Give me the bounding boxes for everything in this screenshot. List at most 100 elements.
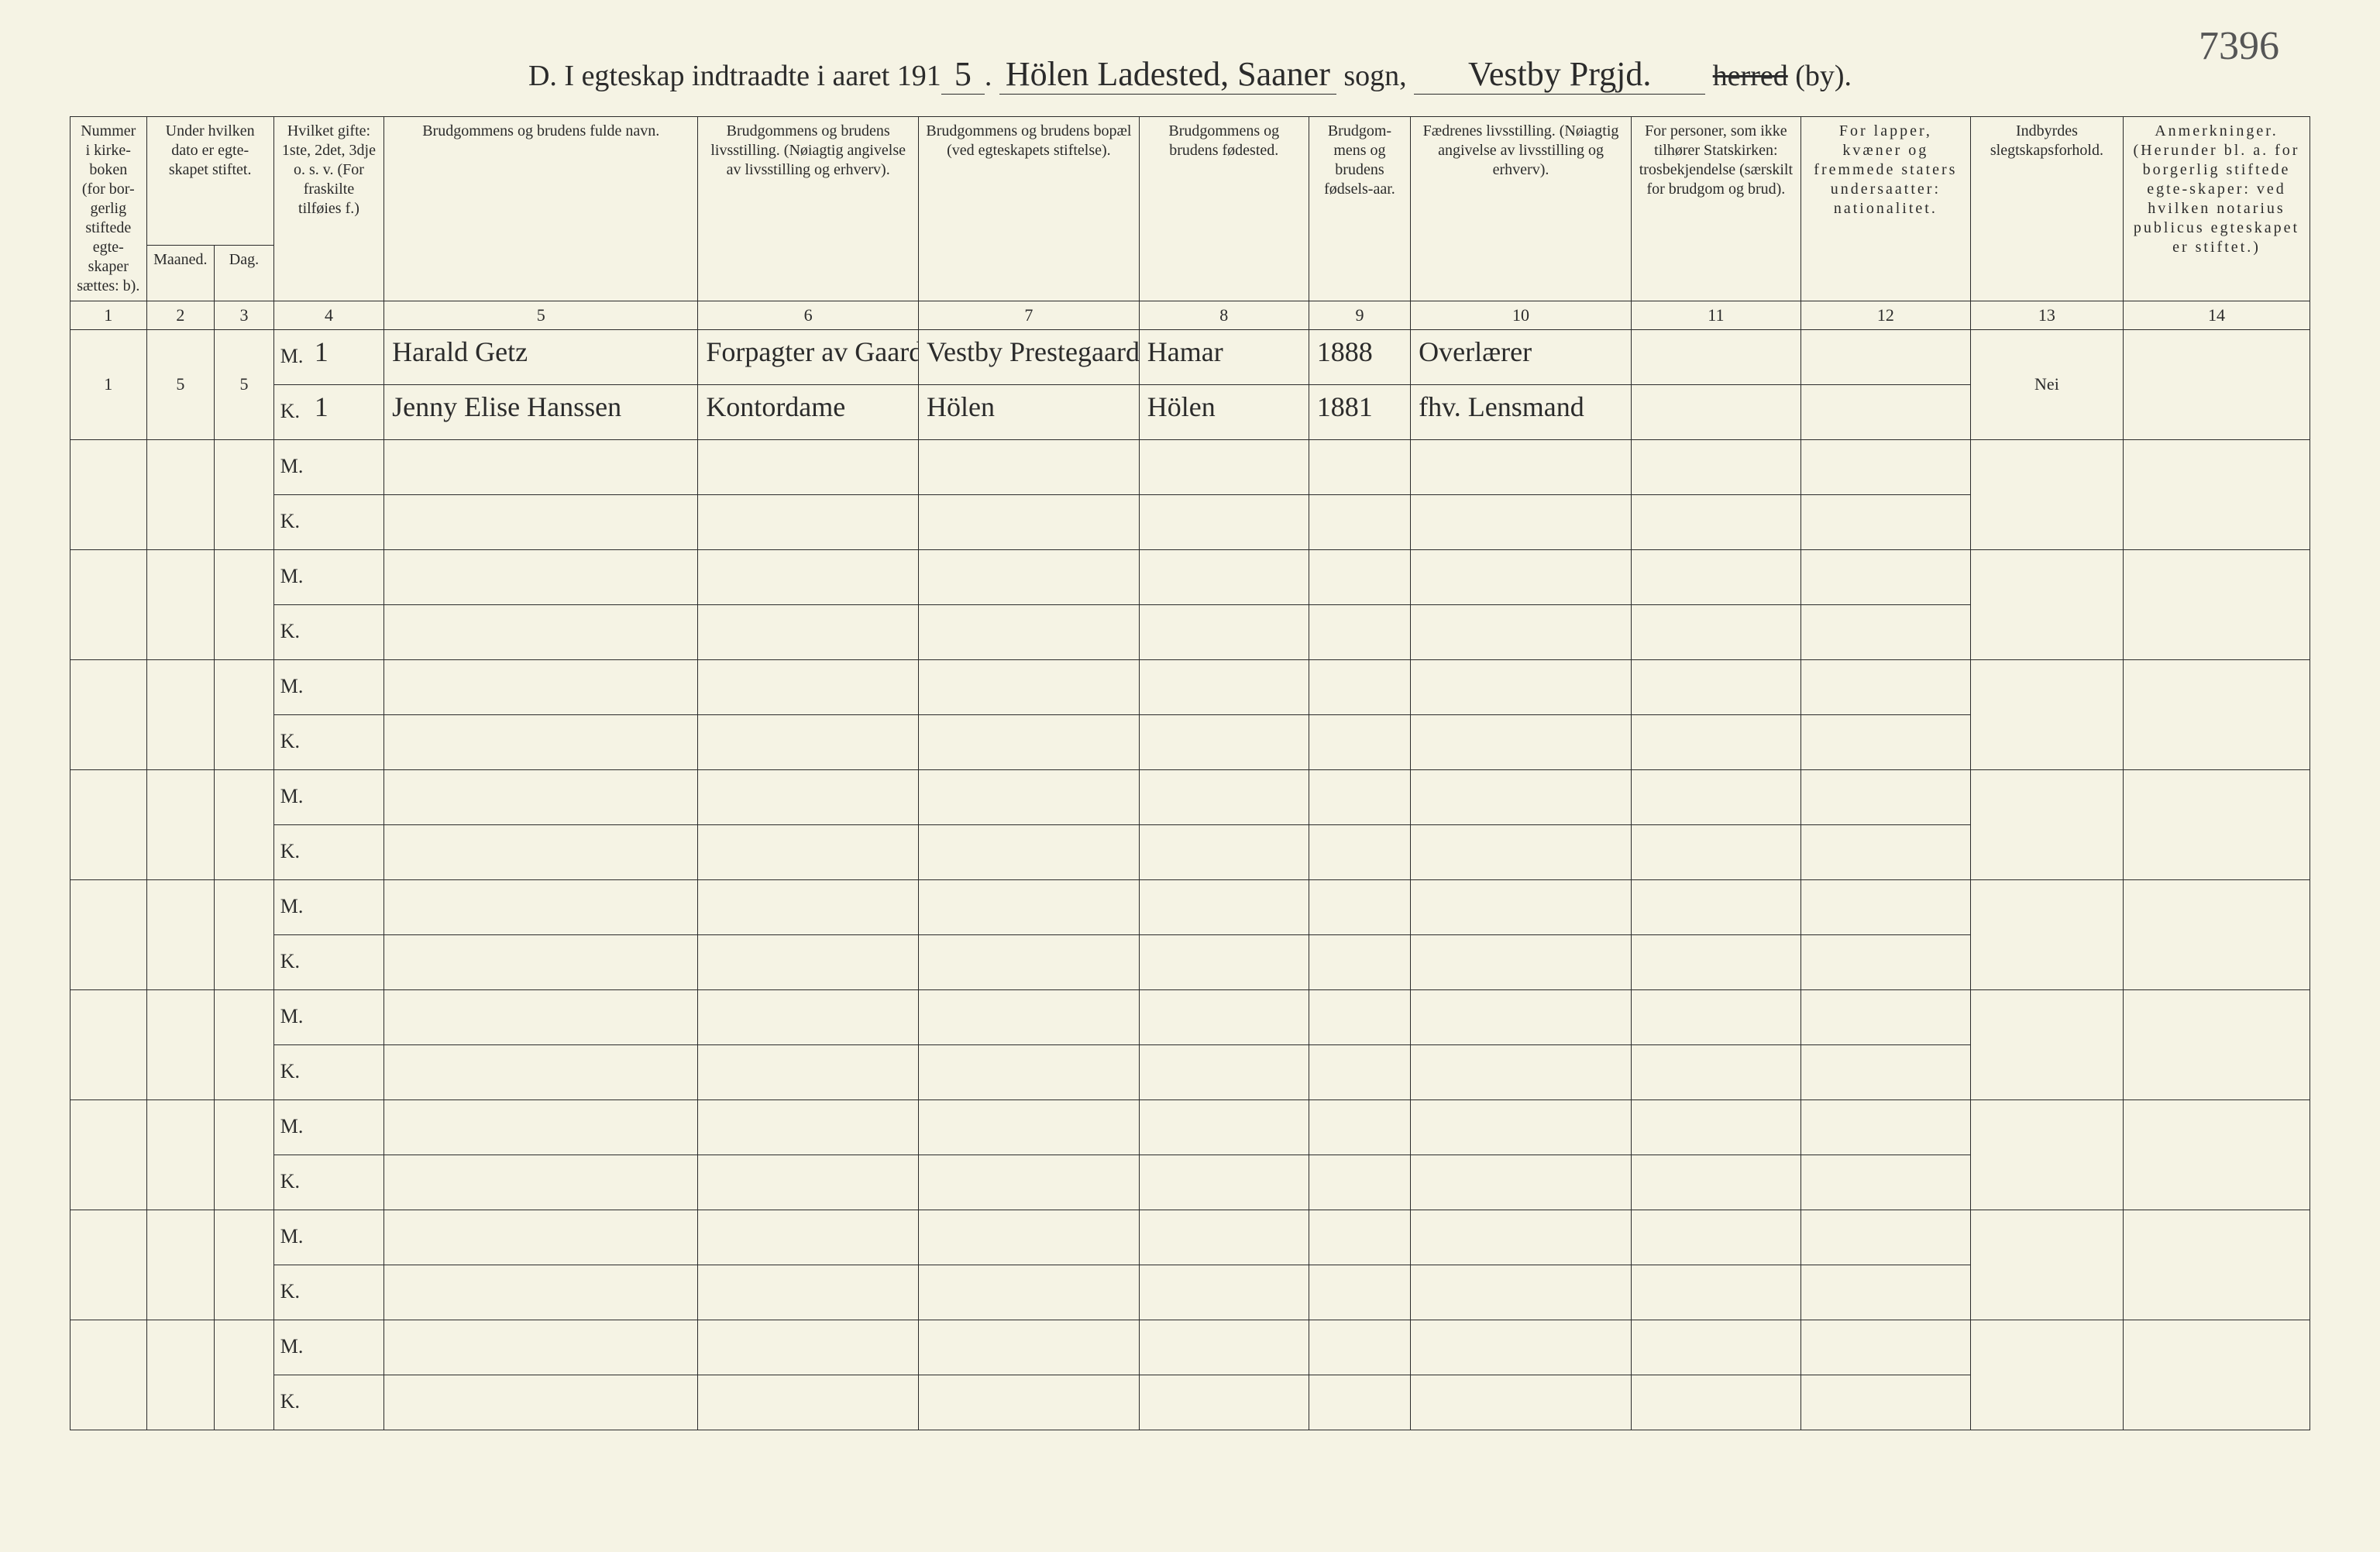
cell-stilling-m [698,880,918,934]
cell-nat [1800,1099,1970,1210]
cell-nat [1800,1320,1970,1430]
cell-bopael-k [919,1044,1139,1099]
cell-anm [2123,1320,2309,1430]
cell-faedre [1411,769,1632,879]
cell-faedre-m [1411,990,1631,1044]
cell-maaned [146,1210,215,1320]
cell-nat-k [1801,604,1970,659]
cell-aar [1309,879,1410,989]
cell-bopael-m [919,880,1139,934]
table-header: Nummer i kirke-boken (for bor-gerlig sti… [71,117,2310,330]
cell-tros [1631,439,1800,549]
col-num-8: 8 [1139,301,1309,330]
cell-tros-m [1632,550,1800,604]
cell-fodested-k [1140,1265,1309,1320]
cell-aar-m: 1888 [1309,330,1410,384]
cell-navn [384,879,698,989]
cell-dag [215,1099,274,1210]
col-header-14: Anmerkninger. (Herunder bl. a. for borge… [2123,117,2309,301]
cell-faedre-m [1411,1210,1631,1265]
cell-aar-k [1309,1375,1410,1430]
cell-tros [1631,1320,1800,1430]
cell-gifte: M.K. [273,1099,383,1210]
cell-stilling [698,1320,919,1430]
cell-gifte: M. K. [273,1210,383,1320]
mk-k-label: K. [280,1169,315,1195]
cell-num [71,549,147,659]
cell-bopael-m [919,1210,1139,1265]
cell-aar-k: 1881 [1309,384,1410,439]
cell-nat-m [1801,880,1970,934]
col-header-7: Brudgommens og brudens bopæl (ved egtesk… [919,117,1140,301]
cell-fodested [1139,439,1309,549]
cell-bopael [919,1320,1140,1430]
cell-fodested: HamarHölen [1139,329,1309,439]
cell-bopael-k [919,1375,1139,1430]
cell-fodested-k [1140,714,1309,769]
cell-aar-k [1309,604,1410,659]
cell-fodested [1139,659,1309,769]
col-header-5: Brudgommens og brudens fulde navn. [384,117,698,301]
cell-stilling-k [698,824,918,879]
mk-k-label: K. [280,1279,315,1305]
cell-fodested-k [1140,1044,1309,1099]
cell-stilling-k [698,1265,918,1320]
cell-gifte-m: 1 [315,335,328,380]
cell-dag [215,879,274,989]
cell-bopael [919,439,1140,549]
cell-aar-k [1309,934,1410,989]
cell-aar-m [1309,1100,1410,1155]
cell-navn-m [384,1320,697,1375]
cell-dag [215,769,274,879]
cell-tros-k [1632,1265,1800,1320]
cell-nat-m [1801,330,1970,384]
cell-navn [384,1320,698,1430]
cell-fodested-m [1140,880,1309,934]
cell-navn [384,769,698,879]
mk-m-label: M. [280,674,315,700]
cell-faedre [1411,879,1632,989]
cell-bopael-k [919,1155,1139,1210]
cell-num [71,879,147,989]
cell-num [71,989,147,1099]
mk-k-label: K. [280,619,315,645]
cell-stilling-m [698,1320,918,1375]
cell-bopael-k [919,714,1139,769]
col-header-2b: Dag. [215,246,274,301]
cell-fodested-k [1140,1155,1309,1210]
cell-bopael-m [919,1320,1139,1375]
cell-aar-m [1309,770,1410,824]
mk-k-label: K. [280,509,315,535]
table-row: M.K. [71,549,2310,659]
mk-m-label: M. [280,1224,315,1250]
col-num-14: 14 [2123,301,2309,330]
cell-stilling-k [698,604,918,659]
cell-faedre-m [1411,1320,1631,1375]
cell-stilling-m [698,440,918,494]
cell-maaned [146,989,215,1099]
cell-tros-m [1632,880,1800,934]
col-header-13: Indbyrdes slegtskapsforhold. [1970,117,2123,301]
cell-faedre [1411,549,1632,659]
cell-aar-k [1309,714,1410,769]
col-header-9: Brudgom-mens og brudens fødsels-aar. [1309,117,1410,301]
cell-navn-k [384,1375,697,1430]
cell-maaned [146,879,215,989]
mk-m-label: M. [280,454,315,480]
cell-faedre-k: fhv. Lensmand [1411,384,1631,439]
cell-gifte: M.K. [273,549,383,659]
corner-annotation: 7396 [2199,23,2279,69]
cell-navn-k [384,714,697,769]
cell-nat-k [1801,1375,1970,1430]
cell-navn-m [384,1100,697,1155]
cell-navn [384,659,698,769]
cell-dag [215,659,274,769]
cell-anm [2123,879,2309,989]
cell-stilling [698,549,919,659]
title-year-suffix: 5 [941,54,985,95]
cell-slegt: Nei [1970,329,2123,439]
cell-slegt [1970,989,2123,1099]
cell-bopael [919,879,1140,989]
cell-aar-k [1309,1155,1410,1210]
cell-fodested [1139,1099,1309,1210]
